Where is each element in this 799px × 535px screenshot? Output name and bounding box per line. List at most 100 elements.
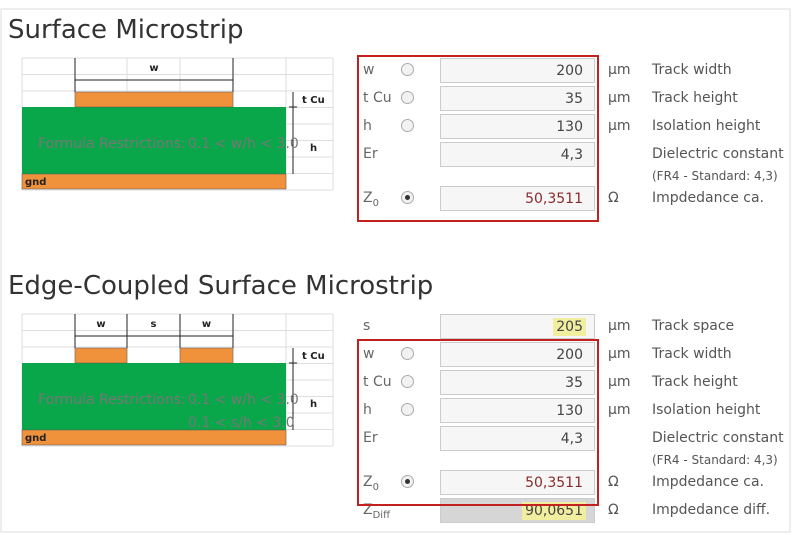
value-text: 130 [556,119,583,135]
width-label: w [149,63,158,74]
h-label: h [310,399,317,410]
param-label: Er [363,430,378,446]
value-input[interactable]: 4,3 [440,142,595,167]
param-label: t Cu [363,374,392,390]
unit: μm [608,346,631,362]
description: Track width [652,62,732,78]
description: Track height [652,90,738,106]
gnd-label: gnd [25,433,46,444]
value-text: 200 [556,347,583,363]
param-label: t Cu [363,90,392,106]
radio-button[interactable] [401,347,414,360]
unit: μm [608,90,631,106]
track [74,347,128,364]
value-text: 130 [556,403,583,419]
value-text: 4,3 [560,147,583,163]
radio-button[interactable] [401,63,414,76]
param-label-sub: Diff [372,510,390,521]
gnd-label: gnd [25,177,46,188]
unit: Ω [608,190,619,206]
value-text: 35 [565,375,583,391]
restrictions-caption: Formula Restrictions: [38,392,186,408]
param-label: Z0 [363,474,379,493]
unit: μm [608,374,631,390]
radio-button[interactable] [401,403,414,416]
track [179,347,234,364]
radio-button[interactable] [401,91,414,104]
param-label: h [363,402,372,418]
radio-button[interactable] [401,375,414,388]
value-input: 90,0651 [440,498,595,523]
description-note: (FR4 - Standard: 4,3) [652,169,778,183]
radio-button[interactable] [401,191,414,204]
section-title: Edge-Coupled Surface Microstrip [8,271,434,301]
width-label: w [96,319,105,330]
value-input[interactable]: 4,3 [440,426,595,451]
width-label: w [202,319,211,330]
description: Impdedance ca. [652,190,764,206]
section-title: Surface Microstrip [8,15,244,45]
description: Impdedance ca. [652,474,764,490]
restriction: 0.1 < w/h < 3.0 [188,392,299,408]
description: Dielectric constant [652,430,784,446]
radio-dot [405,195,410,200]
unit: μm [608,402,631,418]
ground-plane [21,173,287,190]
value-input[interactable]: 200 [440,58,595,83]
track [74,91,234,108]
value-input[interactable]: 50,3511 [440,186,595,211]
description: Track height [652,374,738,390]
param-label: h [363,118,372,134]
radio-dot [405,479,410,484]
value-input[interactable]: 35 [440,86,595,111]
unit: μm [608,62,631,78]
value-text: 200 [556,63,583,79]
description: Track space [652,318,735,334]
value-text: 90,0651 [522,502,586,520]
restriction: 0.1 < s/h < 3.0 [188,415,295,431]
radio-button[interactable] [401,119,414,132]
width-label: s [151,319,157,330]
restrictions-caption: Formula Restrictions: [38,136,186,152]
param-label: w [363,346,375,362]
unit: μm [608,118,631,134]
substrate [22,107,286,174]
value-input[interactable]: 130 [440,114,595,139]
unit: Ω [608,502,619,518]
param-label: w [363,62,375,78]
value-input[interactable]: 50,3511 [440,470,595,495]
description: Track width [652,346,732,362]
description: Impdedance diff. [652,502,771,518]
param-label-sub: 0 [372,198,379,209]
description-note: (FR4 - Standard: 4,3) [652,453,778,467]
param-label: s [363,318,371,334]
restriction: 0.1 < w/h < 3.0 [188,136,299,152]
ground-plane [21,429,287,446]
unit: Ω [608,474,619,490]
param-label: Z0 [363,190,379,209]
page-frame [0,8,791,533]
tcu-label: t Cu [302,95,325,106]
selection-frame [357,339,599,506]
value-text: 50,3511 [525,191,583,207]
substrate [22,363,286,430]
value-text: 205 [553,318,586,336]
description: Isolation height [652,118,761,134]
value-text: 35 [565,91,583,107]
value-input[interactable]: 200 [440,342,595,367]
tcu-label: t Cu [302,351,325,362]
description: Dielectric constant [652,146,784,162]
selection-frame [357,55,599,222]
value-input[interactable]: 130 [440,398,595,423]
h-label: h [310,143,317,154]
value-input[interactable]: 205 [440,314,595,339]
param-label: Er [363,146,378,162]
value-input[interactable]: 35 [440,370,595,395]
radio-button[interactable] [401,475,414,488]
param-label: ZDiff [363,502,390,521]
value-text: 50,3511 [525,475,583,491]
unit: μm [608,318,631,334]
description: Isolation height [652,402,761,418]
